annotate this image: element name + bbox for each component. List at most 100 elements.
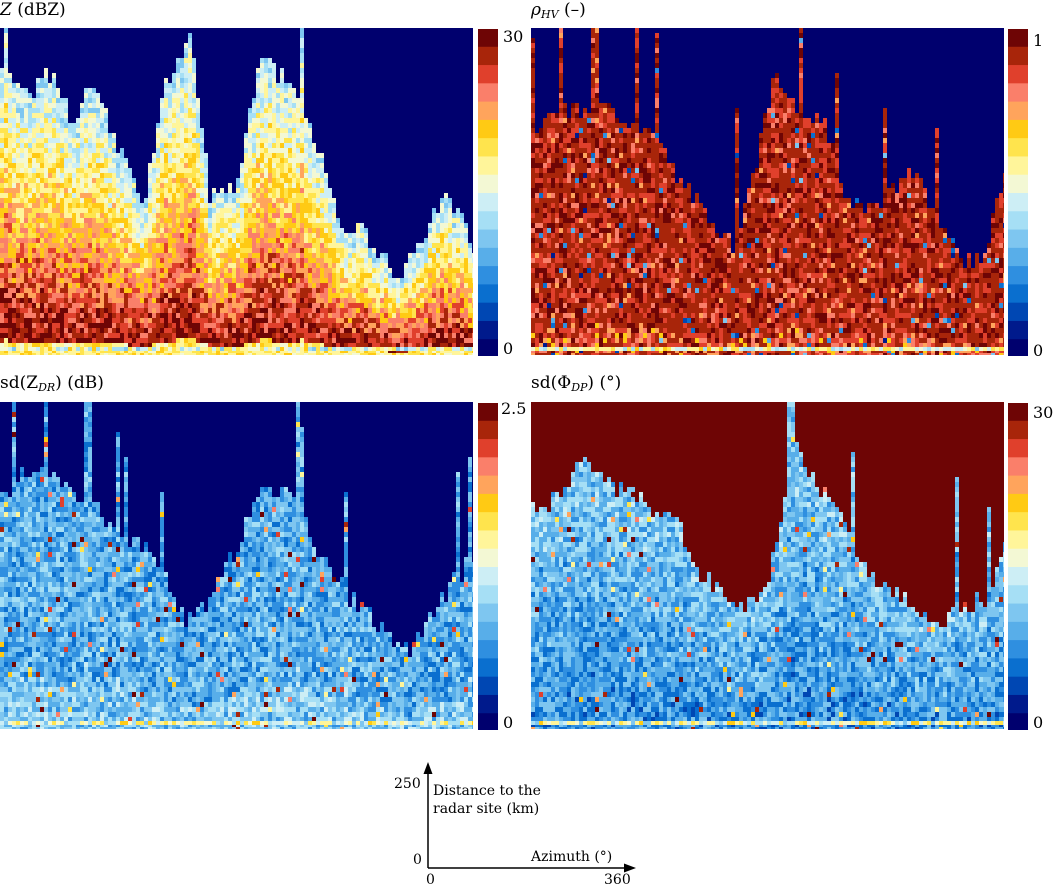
heatmap-cell [216,338,220,343]
heatmap-cell [288,113,292,118]
heatmap-cell [296,213,300,218]
heatmap-cell [176,173,180,178]
heatmap-cell [256,143,260,148]
heatmap-cell [196,303,200,308]
heatmap-cell [64,143,68,148]
heatmap-cell [92,233,96,238]
heatmap-cell [356,353,360,355]
heatmap-cell [440,338,444,343]
heatmap-cell [320,203,324,208]
heatmap-cell [284,298,288,303]
heatmap-cell [308,338,312,343]
heatmap-cell [368,248,372,253]
heatmap-cell [280,208,284,213]
heatmap-cell [336,318,340,323]
heatmap-cell [368,258,372,263]
heatmap-cell [148,308,152,313]
heatmap-cell [124,223,128,228]
heatmap-cell [32,253,36,258]
heatmap-cell [8,298,12,303]
heatmap-cell [4,93,8,98]
heatmap-cell [352,233,356,238]
heatmap-cell [112,347,116,351]
heatmap-cell [176,143,180,148]
heatmap-cell [408,258,412,263]
heatmap-cell [292,343,296,348]
heatmap-cell [332,253,336,258]
heatmap-cell [64,98,68,103]
heatmap-cell [260,108,264,113]
heatmap-cell [280,303,284,308]
heatmap-cell [196,228,200,233]
heatmap-cell [432,313,436,318]
heatmap-cell [72,318,76,323]
heatmap-cell [264,328,268,333]
heatmap-cell [128,168,132,173]
heatmap-cell [256,128,260,133]
heatmap-cell [316,203,320,208]
heatmap-cell [268,208,272,213]
heatmap-cell [180,288,184,293]
heatmap-cell [280,253,284,258]
heatmap-cell [84,183,88,188]
heatmap-cell [292,203,296,208]
heatmap-cell [432,233,436,238]
heatmap-cell [248,333,252,338]
heatmap-cell [68,228,72,233]
heatmap-cell [252,223,256,228]
heatmap-cell [164,173,168,178]
heatmap-cell [44,123,48,128]
heatmap-cell [396,353,400,355]
heatmap-cell [312,333,316,338]
heatmap-cell [472,303,473,308]
heatmap-cell [160,288,164,293]
heatmap-cell [424,263,428,268]
heatmap-cell [152,278,156,283]
heatmap-cell [308,248,312,253]
heatmap-cell [96,248,100,253]
heatmap-cell [188,188,192,193]
heatmap-cell [344,323,348,328]
heatmap-cell [248,293,252,298]
heatmap-cell [144,298,148,303]
heatmap-cell [164,188,168,193]
heatmap-cell [260,173,264,178]
heatmap-cell [160,233,164,238]
heatmap-cell [36,263,40,268]
heatmap-cell [52,298,56,303]
heatmap-cell [308,128,312,133]
heatmap-cell [200,233,204,238]
heatmap-cell [348,233,352,238]
heatmap-cell [268,248,272,253]
heatmap-cell [216,318,220,323]
heatmap-cell [0,168,4,173]
heatmap-cell [72,223,76,228]
heatmap-cell [252,158,256,163]
heatmap-cell [348,253,352,258]
heatmap-cell [112,148,116,153]
heatmap-cell [232,278,236,283]
heatmap-cell [132,258,136,263]
heatmap-cell [304,343,308,348]
heatmap-cell [180,188,184,193]
heatmap-cell [284,273,288,278]
heatmap-cell [452,283,456,288]
heatmap-cell [88,258,92,263]
heatmap-cell [36,153,40,158]
heatmap-cell [428,268,432,273]
heatmap-cell [248,203,252,208]
heatmap-cell [0,258,4,263]
heatmap-cell [64,318,68,323]
heatmap-cell [292,233,296,238]
heatmap-cell [284,148,288,153]
heatmap-cell [248,253,252,258]
heatmap-cell [292,303,296,308]
heatmap-cell [4,213,8,218]
heatmap-cell [424,343,428,348]
heatmap-cell [448,208,452,213]
heatmap-cell [104,148,108,153]
heatmap-cell [180,168,184,173]
heatmap-cell [112,313,116,318]
heatmap-cell [84,168,88,173]
heatmap-cell [88,123,92,128]
